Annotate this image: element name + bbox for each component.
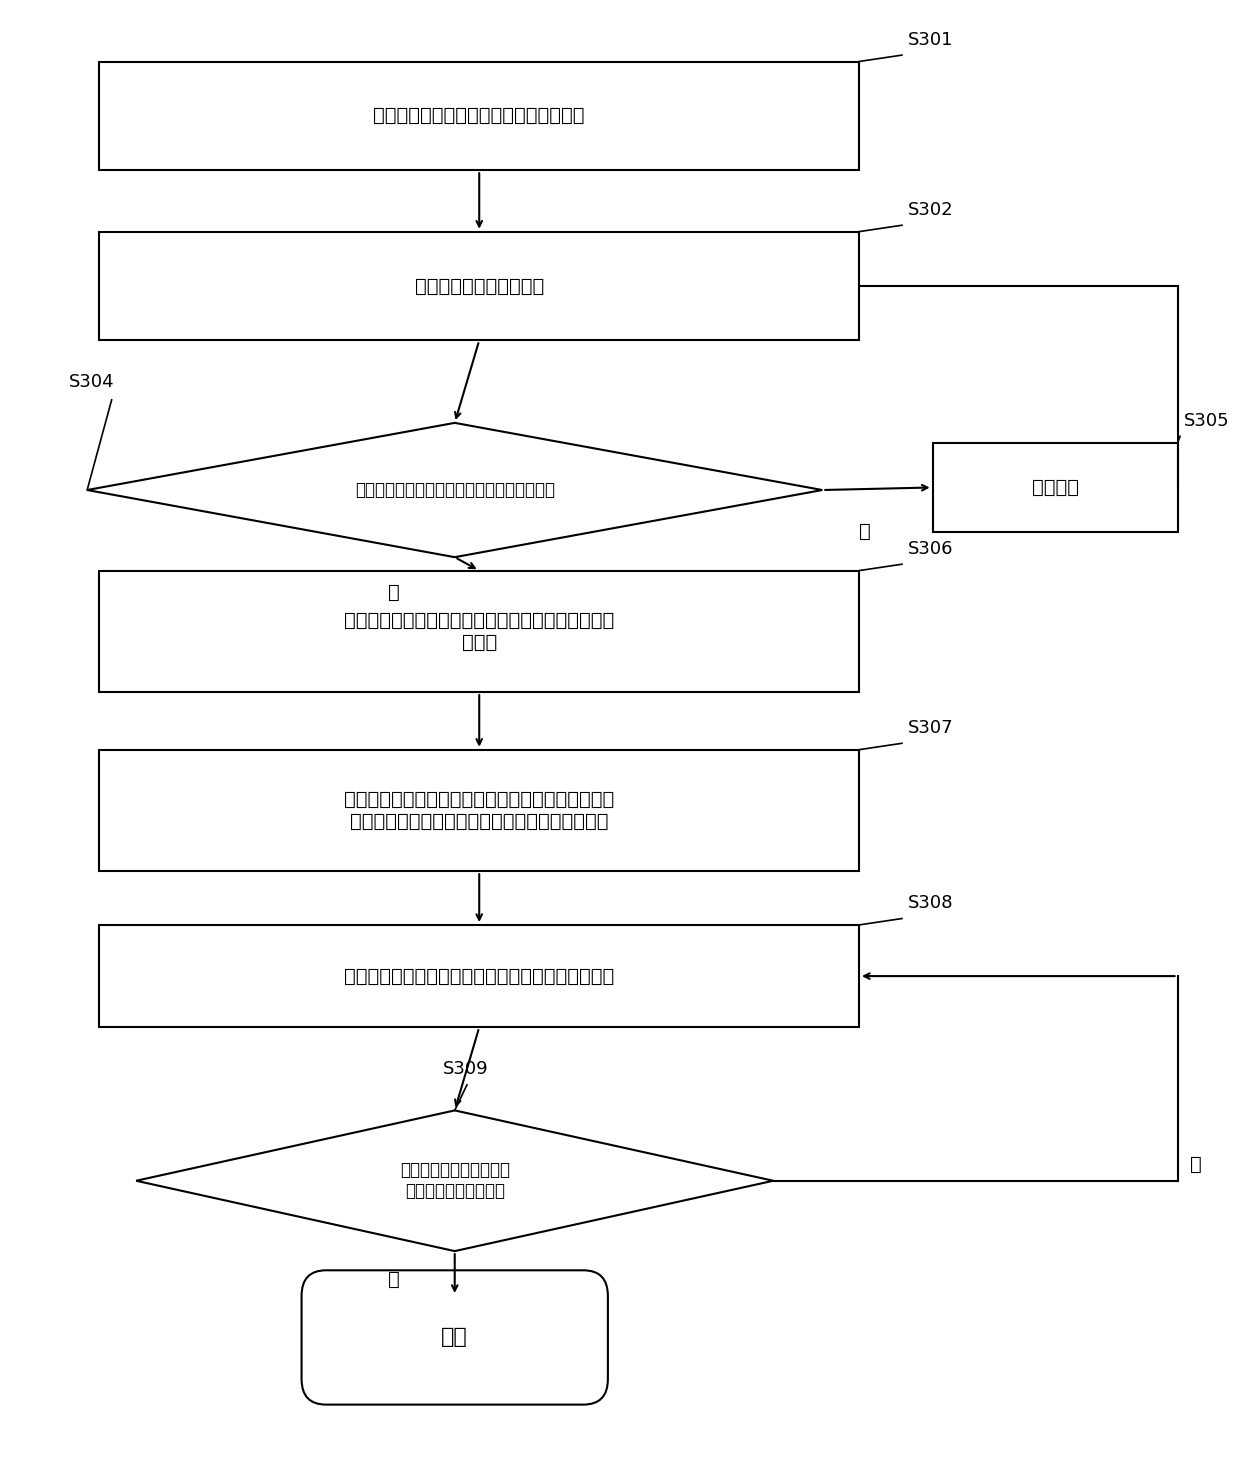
FancyBboxPatch shape: [301, 1270, 608, 1404]
Polygon shape: [87, 422, 822, 557]
Text: 将仿真操作事件中的工作任务根据仿真操作事件中预
先设置的时间先后发送给每一角色所对应的客户端: 将仿真操作事件中的工作任务根据仿真操作事件中预 先设置的时间先后发送给每一角色所…: [345, 790, 614, 831]
Text: 检测整个仿真操作事件中
的工作任务是否都完成: 检测整个仿真操作事件中 的工作任务是否都完成: [399, 1161, 510, 1199]
Text: 是: 是: [388, 1270, 399, 1289]
Text: S301: S301: [908, 31, 954, 48]
Text: 根据仿真操作事件导出多角色中每一角色所对应的工
作任务: 根据仿真操作事件导出多角色中每一角色所对应的工 作任务: [345, 611, 614, 652]
Text: 接收多角色协同操作指令: 接收多角色协同操作指令: [414, 276, 544, 295]
Text: S304: S304: [68, 373, 114, 392]
Polygon shape: [136, 1110, 774, 1251]
Text: 判断仿真操作事件中所涉及的角色是否都到齐: 判断仿真操作事件中所涉及的角色是否都到齐: [355, 481, 554, 500]
Text: S306: S306: [908, 539, 954, 558]
Text: 结束: 结束: [441, 1328, 467, 1347]
Text: 是: 是: [388, 583, 399, 602]
Text: 每一角色根据对应的客户端完成相应的工作任务操作: 每一角色根据对应的客户端完成相应的工作任务操作: [345, 967, 614, 986]
FancyBboxPatch shape: [99, 232, 859, 340]
Text: S305: S305: [1184, 412, 1229, 430]
FancyBboxPatch shape: [99, 571, 859, 693]
Text: 否: 否: [1190, 1156, 1202, 1175]
Text: 警示提醒: 警示提醒: [1032, 478, 1079, 497]
Text: S309: S309: [443, 1061, 489, 1078]
FancyBboxPatch shape: [932, 443, 1178, 532]
Text: 否: 否: [859, 522, 870, 541]
Text: S307: S307: [908, 719, 954, 736]
FancyBboxPatch shape: [99, 925, 859, 1027]
FancyBboxPatch shape: [99, 749, 859, 871]
Text: S308: S308: [908, 894, 954, 912]
Text: 多角色基于客户端登陆到变电站仿真系统: 多角色基于客户端登陆到变电站仿真系统: [373, 107, 585, 126]
FancyBboxPatch shape: [99, 61, 859, 171]
Text: S302: S302: [908, 200, 954, 219]
